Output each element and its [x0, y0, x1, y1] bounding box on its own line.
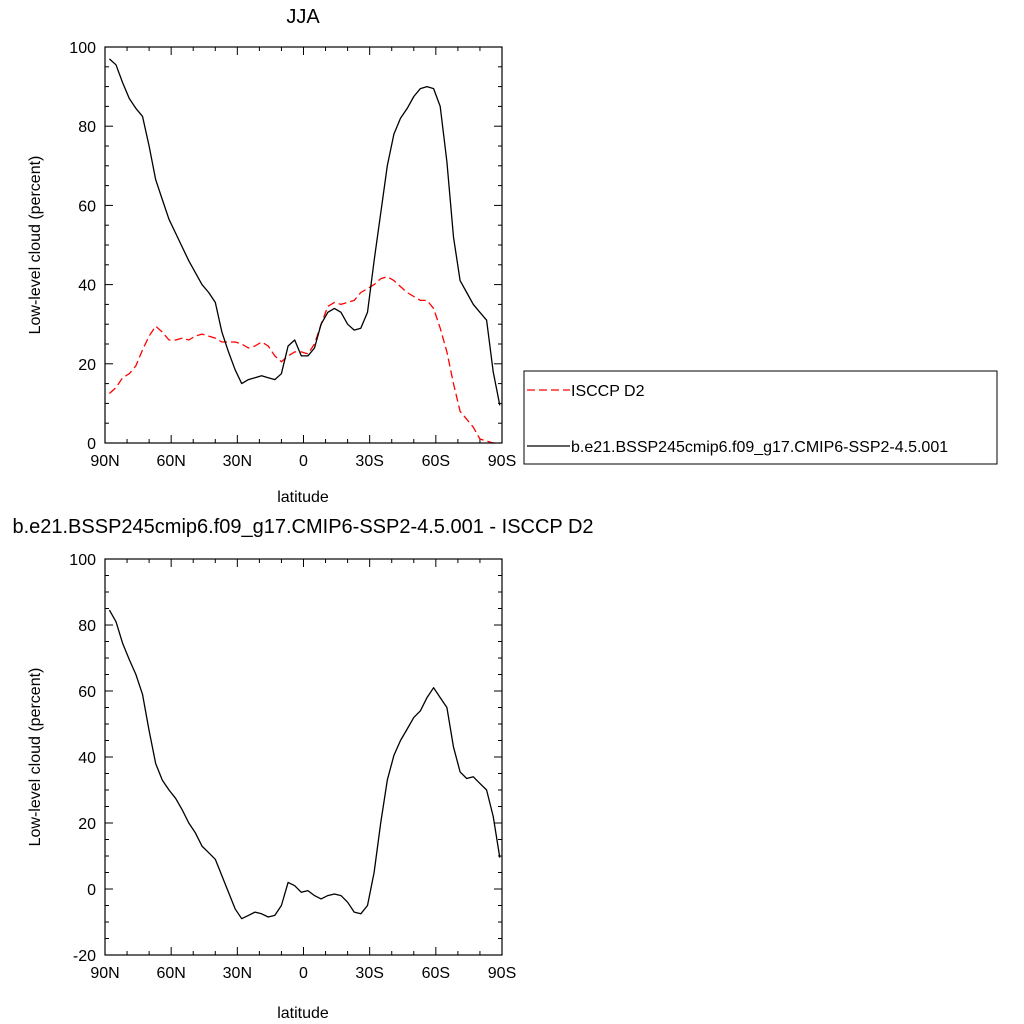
x-tick-label: 60S — [422, 965, 450, 982]
x-axis-label: latitude — [277, 489, 329, 506]
y-tick-label: 60 — [78, 198, 96, 215]
series-line-isccp — [108, 276, 500, 444]
x-tick-label: 30N — [223, 453, 252, 470]
y-tick-label: 0 — [87, 436, 96, 453]
x-tick-label: 60N — [156, 965, 185, 982]
x-tick-label: 0 — [299, 453, 308, 470]
x-axis-label: latitude — [277, 1005, 329, 1022]
y-axis-label: Low-level cloud (percent) — [27, 668, 44, 847]
legend: ISCCP D2 b.e21.BSSP245cmip6.f09_g17.CMIP… — [523, 370, 998, 465]
x-tick-label: 60S — [422, 453, 450, 470]
x-tick-label: 90S — [488, 965, 516, 982]
x-tick-label: 90N — [90, 965, 119, 982]
tick-marks — [104, 558, 503, 956]
y-tick-label: 100 — [69, 552, 96, 569]
y-tick-label: 100 — [69, 40, 96, 57]
x-tick-label: 30S — [355, 453, 383, 470]
chart-title: b.e21.BSSP245cmip6.f09_g17.CMIP6-SSP2-4.… — [12, 516, 593, 538]
y-tick-label: 40 — [78, 750, 96, 767]
x-tick-label: 60N — [156, 453, 185, 470]
plot-frame — [104, 46, 503, 444]
legend-label-isccp: ISCCP D2 — [571, 383, 645, 400]
x-tick-label: 90N — [90, 453, 119, 470]
plot-frame — [104, 558, 503, 956]
series-line-model — [108, 58, 501, 406]
y-tick-label: 80 — [78, 119, 96, 136]
y-axis-label: Low-level cloud (percent) — [27, 156, 44, 335]
legend-frame — [523, 370, 998, 465]
tick-labels: 90N 60N 30N 0 30S 60S 90S 0 20 40 60 80 100 — [69, 40, 516, 470]
y-tick-label: 0 — [87, 882, 96, 899]
legend-label-model: b.e21.BSSP245cmip6.f09_g17.CMIP6-SSP2-4.… — [571, 439, 948, 456]
x-tick-label: 30S — [355, 965, 383, 982]
x-tick-label: 0 — [299, 965, 308, 982]
x-tick-label: 90S — [488, 453, 516, 470]
series-line-model — [108, 609, 501, 920]
y-tick-label: 40 — [78, 278, 96, 295]
series-layer — [108, 609, 501, 920]
chart-title: JJA — [286, 6, 320, 28]
tick-labels: 90N 60N 30N 0 30S 60S 90S -20 0 20 40 60 80 100 — [69, 552, 516, 982]
x-tick-label: 30N — [223, 965, 252, 982]
panel-2: b.e21.BSSP245cmip6.f09_g17.CMIP6-SSP2-4.… — [12, 516, 593, 1022]
series-layer — [108, 58, 501, 444]
y-tick-label: 20 — [78, 357, 96, 374]
y-tick-label: 80 — [78, 618, 96, 635]
y-tick-label: -20 — [73, 948, 96, 965]
y-tick-label: 20 — [78, 816, 96, 833]
panel-1: JJA Low-level cloud (percent) latitude 9… — [27, 6, 516, 506]
y-tick-label: 60 — [78, 684, 96, 701]
tick-marks — [104, 46, 503, 444]
